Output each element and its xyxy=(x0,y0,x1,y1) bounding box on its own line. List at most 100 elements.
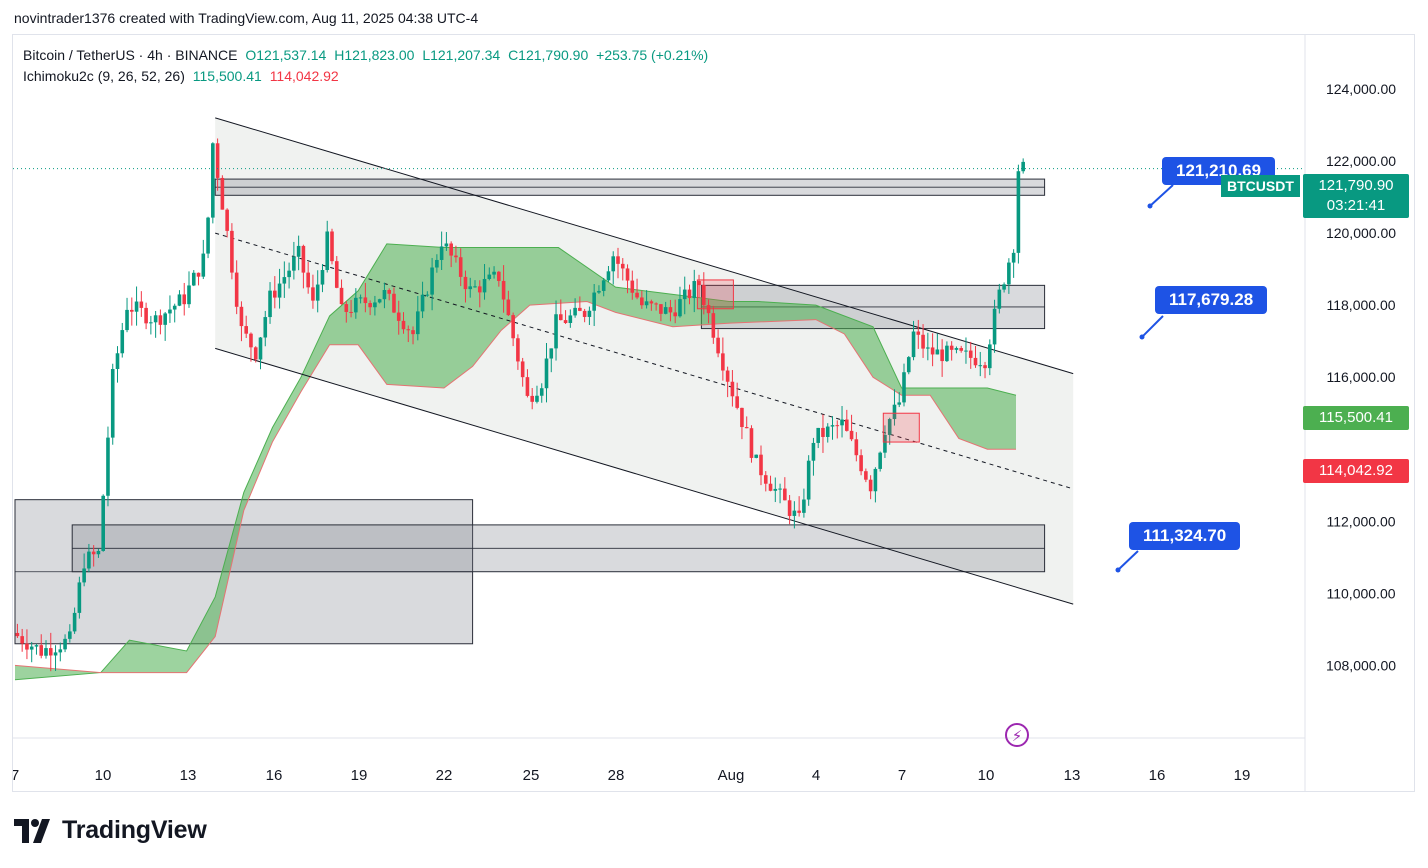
candle-body xyxy=(382,290,387,300)
candle-body xyxy=(978,365,983,367)
candle-body xyxy=(697,281,701,286)
candle-body xyxy=(354,297,358,313)
price-chart[interactable]: 124,000.00 122,000.00 120,000.00 118,000.00… xyxy=(13,35,1415,792)
candle-body xyxy=(549,348,554,359)
candle-body xyxy=(253,347,258,360)
legend-span-a: 115,500.41 xyxy=(192,68,262,84)
candle-body xyxy=(234,272,239,307)
candle-body xyxy=(63,638,67,650)
candle-body xyxy=(935,349,940,355)
badge-pointer xyxy=(1117,550,1139,571)
candle-body xyxy=(802,499,806,513)
candle-body xyxy=(334,261,339,288)
candle-body xyxy=(849,430,854,440)
candle-body xyxy=(130,309,134,312)
channel-midline xyxy=(215,232,1074,490)
candle-body xyxy=(811,442,816,461)
candle-body xyxy=(320,270,325,285)
candle-body xyxy=(768,483,773,491)
candle-body xyxy=(735,396,739,408)
candle-body xyxy=(702,285,706,306)
price-tick-label: 122,000.00 xyxy=(1326,153,1396,169)
candle-body xyxy=(959,348,963,351)
candle-body xyxy=(101,495,105,551)
candle-body xyxy=(497,271,501,281)
time-tick-label: 7 xyxy=(13,767,19,784)
candle-body xyxy=(296,245,301,257)
candle-body xyxy=(34,645,39,647)
tradingview-mark-icon xyxy=(14,818,50,843)
candle-body xyxy=(968,350,973,358)
candle-body xyxy=(463,276,468,290)
chart-pane[interactable]: 124,000.00 122,000.00 120,000.00 118,000.00… xyxy=(12,34,1415,792)
lightning-icon[interactable]: ⚡ xyxy=(1005,723,1029,747)
candle-body xyxy=(625,268,630,281)
candle-body xyxy=(468,286,473,290)
candle-body xyxy=(778,488,782,490)
candle-body xyxy=(830,425,835,427)
legend-ohlc-row: Bitcoin / TetherUS · 4h · BINANCE O121,5… xyxy=(23,45,712,66)
candle-body xyxy=(945,345,949,362)
candle-body xyxy=(306,272,310,288)
candle-body xyxy=(940,349,944,362)
legend-high: H121,823.00 xyxy=(334,47,415,63)
candle-body xyxy=(149,322,153,324)
candle-body xyxy=(539,388,544,396)
candle-body xyxy=(420,294,425,312)
candle-body xyxy=(25,643,29,650)
candle-body xyxy=(516,338,520,362)
candle-body xyxy=(568,315,573,323)
candle-body xyxy=(682,289,687,300)
legend-span-b: 114,042.92 xyxy=(269,68,339,84)
candle-body xyxy=(1021,161,1025,172)
candle-body xyxy=(759,454,763,476)
candle-body xyxy=(530,395,534,402)
candle-body xyxy=(716,337,720,354)
candle-body xyxy=(887,419,892,435)
candle-body xyxy=(258,337,263,360)
candle-body xyxy=(416,311,420,335)
candle-body xyxy=(582,310,587,317)
badge-anchor-dot xyxy=(1115,567,1121,573)
badge-pointer xyxy=(1149,184,1174,207)
candle-body xyxy=(687,289,692,299)
candle-body xyxy=(435,259,439,268)
price-badge-lower[interactable]: 111,324.70 xyxy=(1129,522,1241,550)
candle-body xyxy=(396,312,401,321)
candle-body xyxy=(649,301,654,304)
candle-body xyxy=(787,500,792,516)
tradingview-logo[interactable]: TradingView xyxy=(14,816,207,845)
candle-body xyxy=(587,310,592,317)
candle-body xyxy=(783,488,787,501)
candle-body xyxy=(53,652,58,656)
candle-body xyxy=(1011,252,1016,263)
legend-open: O121,537.14 xyxy=(245,47,327,63)
candle-body xyxy=(106,437,110,496)
candle-body xyxy=(902,372,906,403)
candle-body xyxy=(640,297,644,306)
candle-body xyxy=(20,636,24,644)
candle-body xyxy=(954,348,959,350)
candle-body xyxy=(406,329,411,331)
price-badge-middle[interactable]: 117,679.28 xyxy=(1155,286,1268,314)
candle-body xyxy=(520,361,525,378)
candle-body xyxy=(273,290,277,298)
price-tick-label: 116,000.00 xyxy=(1326,369,1395,385)
candles-group xyxy=(15,138,1025,672)
candle-body xyxy=(616,256,620,264)
candle-body xyxy=(673,312,677,317)
last-price-value: 121,790.90 xyxy=(1318,177,1394,194)
candle-body xyxy=(263,317,268,338)
candle-body xyxy=(473,286,477,288)
candle-body xyxy=(44,648,48,656)
symbol-axis-tag: BTCUSDT xyxy=(1221,175,1300,197)
legend-symbol[interactable]: Bitcoin / TetherUS · 4h · BINANCE xyxy=(23,47,238,63)
candle-body xyxy=(58,649,63,653)
time-tick-label: 16 xyxy=(1149,767,1166,784)
candle-body xyxy=(387,290,391,294)
legend-indicator-name[interactable]: Ichimoku2c (9, 26, 52, 26) xyxy=(23,68,185,84)
candle-body xyxy=(1002,284,1006,290)
price-tick-label: 118,000.00 xyxy=(1326,297,1395,313)
candle-body xyxy=(287,270,291,278)
candle-body xyxy=(930,347,935,355)
